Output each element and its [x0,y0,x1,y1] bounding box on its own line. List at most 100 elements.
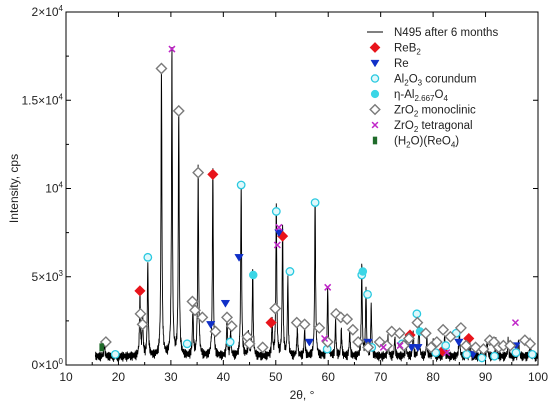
marker-series-2 [285,267,295,276]
x-tick-label: 10 [59,370,73,384]
marker-series-4 [186,295,199,308]
y-tick-label: 2×104 [32,4,64,19]
marker-series-4 [256,341,269,354]
y-tick-label: 5×103 [32,269,64,284]
marker-series-4 [269,302,282,315]
legend-marker-6 [372,136,378,145]
legend-label-5: ZrO2 tetragonal [394,120,473,134]
x-tick-label: 40 [217,370,231,384]
x-tick-label: 70 [374,370,388,384]
marker-series-4 [397,339,410,352]
legend-label-6: (H2O)(ReO4) [394,136,459,150]
legend-marker-5 [371,121,379,129]
marker-series-2 [182,339,192,349]
marker-series-5 [443,349,451,357]
marker-series-1 [274,229,284,238]
y-tick-label: 104 [45,181,63,196]
marker-series-1 [304,338,315,347]
marker-series-5 [511,319,519,327]
phase-markers [99,45,537,363]
legend-marker-4 [369,103,381,116]
legend-label-3: η-Al2.667O4 [394,89,448,103]
marker-series-2 [412,309,422,319]
x-axis-title: 2θ, ° [290,388,315,402]
marker-series-4 [172,104,185,117]
marker-series-2 [527,350,537,359]
marker-series-1 [206,321,216,329]
marker-series-2 [490,351,499,361]
x-tick-label: 100 [528,370,548,384]
marker-series-5 [379,343,387,351]
marker-series-0 [265,317,277,329]
x-tick-label: 90 [479,370,493,384]
marker-series-1 [220,299,231,308]
marker-series-4 [444,330,457,343]
marker-series-4 [189,304,202,317]
marker-series-4 [298,318,311,331]
marker-series-2 [431,348,441,358]
marker-series-4 [385,325,398,338]
marker-series-4 [460,339,473,352]
marker-series-2 [236,180,246,190]
marker-series-3 [358,267,368,276]
marker-series-4 [419,327,432,340]
legend-marker-3 [370,89,380,99]
marker-series-1 [413,344,423,352]
plot-area [94,45,539,363]
marker-series-2 [271,207,281,216]
y-tick-label: 0×100 [32,357,64,372]
marker-series-4 [290,316,303,329]
marker-series-4 [352,336,365,349]
marker-series-5 [168,45,176,53]
marker-series-2 [462,350,472,359]
marker-series-4 [192,166,205,179]
marker-series-4 [402,332,415,345]
x-tick-label: 50 [269,370,283,384]
legend-marker-2 [370,74,380,83]
marker-series-4 [136,318,149,331]
marker-series-1 [234,254,244,262]
marker-series-4 [209,325,222,338]
y-axis-title: Intensity, cps [7,154,21,223]
marker-series-4 [393,327,406,340]
marker-series-4 [430,336,443,349]
legend-label-4: ZrO2 monoclinic [394,105,476,119]
x-tick-label: 20 [112,370,126,384]
marker-series-4 [425,341,438,354]
marker-series-4 [524,337,537,350]
y-axis: 0×100 5×103 104 1.5×104 2×104 [22,4,538,372]
marker-series-4 [346,323,359,336]
marker-series-5 [275,223,283,231]
marker-series-4 [454,321,467,334]
marker-series-4 [221,311,233,324]
x-tick-label: 80 [426,370,440,384]
marker-series-4 [411,316,424,329]
legend-marker-1 [370,59,380,68]
marker-series-4 [225,320,238,333]
legend-label-2: Al2O3 corundum [394,74,476,88]
marker-series-4 [243,337,256,350]
marker-series-1 [406,344,417,352]
marker-series-4 [196,311,209,324]
legend-label-0: ReB2 [394,43,421,57]
marker-series-4 [155,62,168,75]
marker-series-2 [225,337,235,347]
marker-series-5 [273,241,281,249]
marker-series-2 [363,289,372,299]
x-tick-label: 60 [322,370,336,384]
marker-series-4 [134,307,147,320]
marker-series-2 [511,348,521,358]
marker-series-3 [248,270,258,280]
marker-series-5 [396,342,404,350]
x-axis: 10 20 30 40 50 60 70 80 90 100 [59,12,548,384]
marker-series-0 [134,285,146,297]
marker-series-2 [477,353,487,363]
x-tick-label: 30 [164,370,178,384]
marker-series-4 [313,321,326,334]
marker-series-4 [469,341,482,354]
marker-series-2 [441,341,451,350]
marker-series-4 [477,343,490,356]
marker-series-2 [110,350,120,359]
